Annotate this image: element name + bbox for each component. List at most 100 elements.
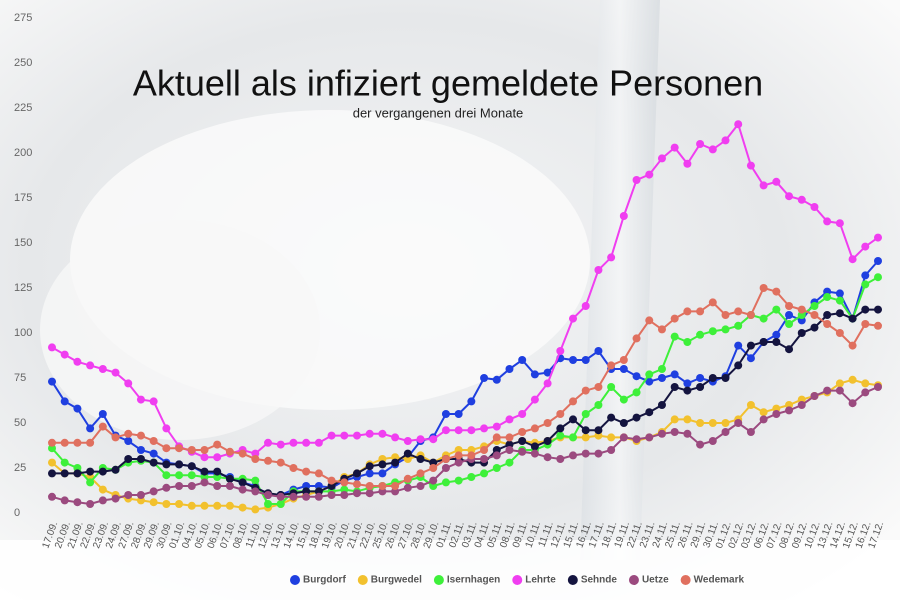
data-point (518, 410, 527, 418)
data-point (124, 379, 133, 388)
data-point (48, 458, 56, 467)
data-point (823, 217, 832, 226)
data-point (225, 482, 234, 490)
data-point (708, 437, 717, 445)
legend-label: Burgdorf (303, 575, 346, 586)
data-point (734, 321, 743, 330)
data-point (785, 311, 794, 319)
data-point (835, 329, 844, 337)
data-point (378, 482, 387, 490)
data-point (619, 395, 628, 404)
data-point (581, 302, 590, 310)
data-point (607, 383, 616, 391)
data-point (403, 449, 412, 458)
data-point (594, 401, 603, 409)
data-point (391, 458, 400, 467)
data-point (848, 314, 857, 323)
data-point (518, 428, 527, 436)
data-point (530, 442, 539, 451)
data-point (225, 474, 234, 483)
data-point (149, 487, 158, 496)
data-point (48, 438, 56, 447)
data-point (835, 296, 844, 305)
data-point (98, 410, 107, 418)
data-point (683, 386, 692, 395)
data-point (98, 496, 107, 505)
data-point (670, 428, 679, 436)
data-point (200, 453, 209, 462)
data-point (683, 429, 692, 438)
data-point (467, 473, 476, 481)
data-point (200, 478, 209, 487)
data-point (835, 386, 844, 395)
data-point (835, 219, 844, 228)
data-point (391, 433, 400, 442)
data-point (467, 397, 476, 406)
data-point (670, 415, 679, 424)
data-point (556, 410, 565, 418)
data-point (607, 413, 616, 422)
chart-title: Aktuell als infiziert gemeldete Personen (133, 63, 763, 104)
data-point (683, 307, 692, 316)
data-point (136, 491, 145, 499)
y-tick-label: 100 (14, 327, 32, 339)
data-point (721, 325, 730, 334)
data-point (543, 453, 552, 462)
data-point (861, 271, 870, 280)
data-point (136, 446, 145, 454)
data-point (861, 379, 870, 388)
data-point (543, 379, 552, 388)
y-tick-label: 125 (14, 282, 32, 294)
data-point (645, 433, 654, 442)
data-point (454, 426, 463, 435)
data-point (785, 192, 794, 201)
y-tick-label: 175 (14, 192, 32, 204)
data-point (162, 460, 171, 469)
data-point (73, 498, 82, 507)
data-point (136, 431, 145, 440)
data-point (48, 469, 56, 478)
data-point (581, 433, 590, 442)
data-point (200, 446, 209, 454)
data-point (238, 478, 247, 487)
data-point (696, 383, 705, 391)
data-point (467, 426, 476, 435)
data-point (213, 501, 222, 510)
data-point (149, 498, 158, 507)
data-point (823, 293, 832, 301)
data-point (480, 455, 489, 463)
data-point (721, 374, 730, 382)
data-point (734, 120, 743, 129)
legend-marker (680, 575, 691, 585)
data-point (340, 431, 349, 440)
y-tick-label: 150 (14, 237, 32, 249)
data-point (581, 356, 590, 364)
data-point (429, 464, 438, 472)
legend-label: Isernhagen (447, 575, 500, 586)
data-point (505, 446, 514, 454)
data-point (874, 233, 882, 242)
data-point (391, 482, 400, 490)
data-point (772, 338, 781, 346)
data-point (213, 482, 222, 490)
data-point (60, 438, 69, 447)
legend-label: Sehnde (581, 575, 618, 586)
data-point (581, 410, 590, 418)
data-point (124, 437, 133, 445)
legend-label: Burgwedel (371, 575, 422, 586)
data-point (213, 440, 222, 449)
data-point (874, 305, 882, 314)
data-point (772, 330, 781, 339)
data-point (327, 491, 336, 499)
data-point (569, 314, 578, 323)
data-point (556, 424, 565, 433)
data-point (492, 422, 501, 431)
data-point (810, 323, 819, 332)
data-point (454, 476, 463, 485)
data-point (365, 429, 374, 438)
data-point (111, 368, 120, 377)
data-point (352, 469, 361, 478)
data-point (327, 431, 336, 440)
data-point (238, 449, 247, 458)
data-point (276, 500, 285, 508)
